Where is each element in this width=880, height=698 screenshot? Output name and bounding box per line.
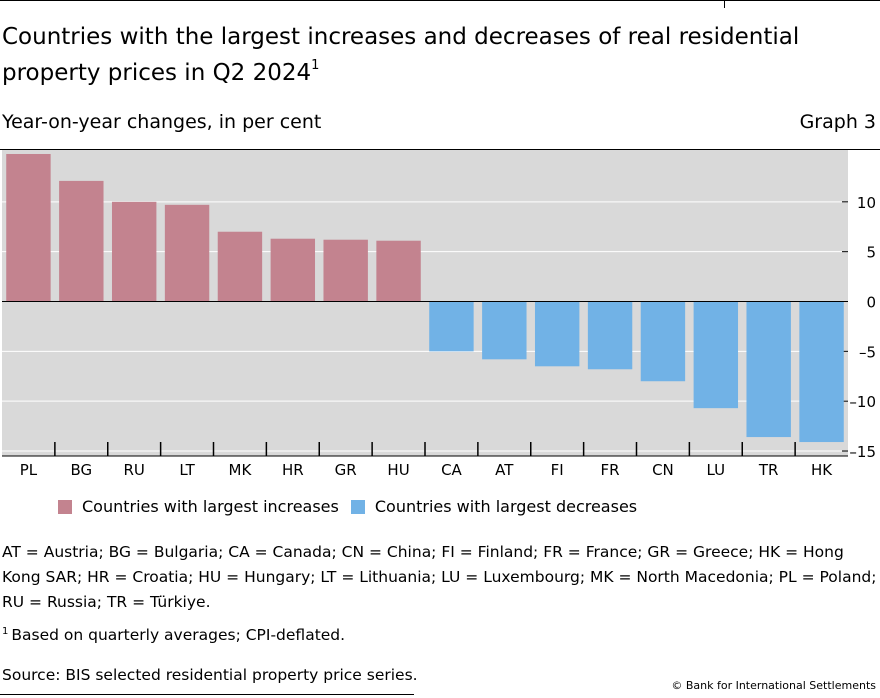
bar-mk (217, 231, 263, 302)
source-underline (0, 694, 414, 695)
y-tick-label: –15 (849, 443, 876, 461)
x-tick-label: MK (229, 461, 253, 479)
chart-title: Countries with the largest increases and… (2, 19, 862, 91)
legend-label-increases: Countries with largest increases (82, 497, 339, 516)
x-tick-label: TR (758, 461, 779, 479)
x-tick-label: CN (652, 461, 674, 479)
chart-subtitle: Year-on-year changes, in per cent (2, 111, 322, 133)
chart-legend: Countries with largest increases Countri… (58, 496, 649, 518)
footnote-text: Based on quarterly averages; CPI-deflate… (11, 626, 346, 644)
x-tick-label: FI (551, 461, 564, 479)
bar-hu (376, 240, 421, 302)
x-tick-label: FR (601, 461, 620, 479)
footnote: 1 Based on quarterly averages; CPI-deflat… (2, 624, 345, 646)
x-tick-label: BG (70, 461, 92, 479)
legend-item-decreases: Countries with largest decreases (350, 496, 638, 518)
bar-lt (164, 204, 210, 302)
x-tick-label: GR (335, 461, 357, 479)
bar-ru (111, 201, 157, 302)
top-border-tick (724, 0, 725, 8)
copyright-notice: © Bank for International Settlements (671, 679, 876, 692)
bar-tr (746, 301, 791, 438)
x-tick-label: CA (441, 461, 462, 479)
x-tick-label: AT (495, 461, 514, 479)
legend-item-increases: Countries with largest increases (58, 496, 339, 518)
bar-gr (323, 239, 368, 302)
x-tick-label: LT (179, 461, 195, 479)
graph-number: Graph 3 (799, 111, 876, 133)
x-tick-label: LU (707, 461, 726, 479)
footnote-marker: 1 (2, 626, 9, 637)
x-tick-label: HK (811, 461, 833, 479)
bar-pl (6, 153, 51, 302)
bar-fr (587, 301, 633, 370)
bar-chart: 10 5 0 –5 –10 –15 PL BG RU LT MK HR GR HU CA AT FI FR CN LU… (2, 150, 876, 479)
legend-swatch-decreases (350, 500, 365, 514)
bar-hr (270, 238, 316, 302)
y-tick-label: –10 (849, 393, 876, 411)
legend-label-decreases: Countries with largest decreases (374, 497, 638, 516)
x-tick-label: PL (20, 461, 38, 479)
abbreviations-note: AT = Austria; BG = Bulgaria; CA = Canada… (2, 543, 877, 611)
header-divider (0, 149, 880, 150)
bar-bg (59, 180, 104, 302)
bar-lu (693, 301, 739, 409)
y-tick-label: –5 (859, 343, 876, 361)
title-footnote-marker: 1 (311, 58, 320, 73)
source-note: Source: BIS selected residential propert… (2, 666, 418, 684)
y-tick-label: 0 (866, 294, 876, 312)
x-tick-label: RU (123, 461, 144, 479)
bar-cn (640, 301, 686, 382)
y-tick-label: 5 (866, 244, 876, 262)
bar-fi (534, 301, 580, 367)
legend-swatch-increases (58, 500, 72, 514)
x-tick-label: HU (387, 461, 409, 479)
chart-title-text: Countries with the largest increases and… (2, 24, 800, 86)
y-tick-label: 10 (857, 194, 876, 212)
bar-hk (799, 301, 844, 443)
x-tick-label: HR (282, 461, 304, 479)
bar-ca (429, 301, 474, 352)
bar-at (482, 301, 527, 360)
top-border (0, 0, 880, 1)
